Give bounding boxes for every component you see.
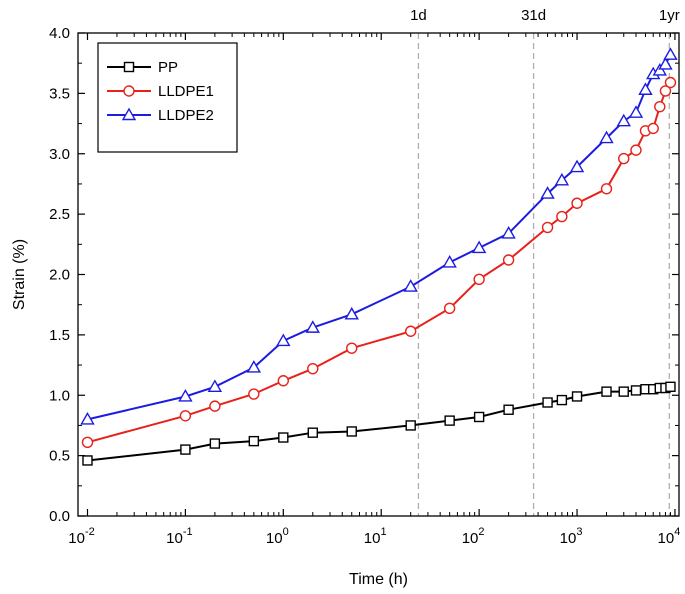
data-point — [277, 375, 290, 387]
data-point — [123, 85, 135, 97]
data-point — [569, 159, 585, 173]
reference-label: 31d — [521, 7, 546, 24]
data-point — [554, 172, 570, 186]
data-point — [473, 411, 485, 423]
data-point — [628, 105, 644, 118]
data-point — [541, 221, 554, 234]
data-point — [442, 255, 457, 268]
data-point — [344, 306, 359, 320]
legend-label: PP — [158, 59, 178, 76]
y-tick-label: 3.0 — [49, 146, 70, 163]
data-point — [403, 279, 418, 292]
data-point — [121, 107, 137, 121]
y-tick-label: 3.5 — [49, 85, 70, 102]
data-point — [654, 100, 666, 113]
series-line — [87, 54, 672, 421]
x-tick-label: 102 — [462, 526, 485, 547]
data-point — [618, 152, 630, 165]
legend-box — [97, 42, 238, 153]
data-point — [540, 186, 555, 199]
x-tick-label: 104 — [658, 526, 681, 547]
data-point — [616, 113, 631, 127]
y-tick-label: 0.0 — [49, 508, 70, 525]
data-point — [659, 85, 672, 97]
data-point — [180, 444, 191, 455]
series-layer — [80, 47, 678, 466]
data-point — [600, 183, 613, 195]
data-point — [630, 385, 642, 396]
data-point — [278, 432, 289, 443]
data-point — [664, 76, 677, 89]
data-point — [80, 411, 95, 425]
data-point — [599, 130, 614, 144]
data-point — [307, 427, 318, 438]
reference-label: 1yr — [659, 7, 680, 24]
series-lldpe2 — [80, 47, 678, 425]
data-point — [81, 436, 94, 449]
y-tick-label: 1.0 — [49, 387, 70, 404]
data-point — [658, 56, 673, 70]
data-point — [248, 388, 260, 400]
data-point — [246, 360, 262, 373]
data-point — [82, 455, 93, 466]
y-tick-label: 1.5 — [49, 327, 70, 344]
data-point — [405, 420, 416, 431]
data-point — [178, 389, 193, 402]
y-tick-label: 4.0 — [49, 25, 70, 42]
data-point — [209, 438, 221, 449]
reference-label: 1d — [410, 7, 427, 24]
data-point — [542, 397, 553, 408]
legend-label: LLDPE2 — [158, 107, 214, 124]
x-tick-label: 101 — [364, 526, 387, 547]
data-point — [647, 122, 659, 135]
data-point — [471, 240, 487, 254]
reference-lines — [417, 33, 670, 516]
y-axis-title: Strain (%) — [11, 239, 28, 310]
data-point — [638, 82, 653, 95]
labels: 1d 31d 1yr 0.0 0.5 1.0 1.5 2.0 2.5 3.0 3.5 4.0 10-2 1… — [11, 7, 680, 588]
data-point — [501, 226, 516, 239]
data-point — [443, 302, 456, 315]
data-point — [207, 379, 223, 392]
y-tick-label: 2.5 — [49, 206, 70, 223]
data-point — [665, 381, 676, 392]
data-point — [123, 61, 135, 73]
data-point — [601, 386, 612, 397]
data-point — [630, 144, 642, 156]
series-pp — [82, 381, 676, 466]
data-point — [209, 400, 221, 412]
x-tick-label: 10-1 — [166, 526, 192, 547]
legend: PP LLDPE1 LLDPE2 — [97, 42, 238, 153]
x-tick-label: 10-2 — [68, 526, 94, 547]
data-point — [307, 362, 319, 375]
series-line — [87, 385, 671, 462]
data-point — [618, 386, 629, 397]
data-point — [473, 273, 485, 286]
data-point — [502, 254, 515, 266]
legend-label: LLDPE1 — [158, 83, 214, 100]
y-tick-label: 2.0 — [49, 267, 70, 284]
data-point — [179, 410, 192, 422]
data-point — [346, 426, 357, 437]
data-point — [556, 210, 568, 223]
axes — [77, 32, 680, 517]
data-point — [346, 342, 358, 354]
data-point — [571, 391, 583, 402]
data-point — [276, 333, 291, 347]
data-point — [404, 325, 417, 337]
data-point — [556, 394, 568, 406]
data-point — [652, 63, 667, 76]
x-axis-title: Time (h) — [349, 571, 408, 588]
data-point — [444, 415, 455, 426]
data-point — [503, 404, 514, 415]
y-tick-label: 0.5 — [49, 448, 70, 465]
data-point — [305, 320, 320, 333]
data-point — [248, 435, 260, 447]
x-tick-label: 103 — [560, 526, 583, 547]
x-tick-label: 100 — [266, 526, 289, 547]
series-lldpe1 — [81, 76, 677, 449]
data-point — [571, 197, 583, 209]
data-point — [663, 47, 678, 60]
